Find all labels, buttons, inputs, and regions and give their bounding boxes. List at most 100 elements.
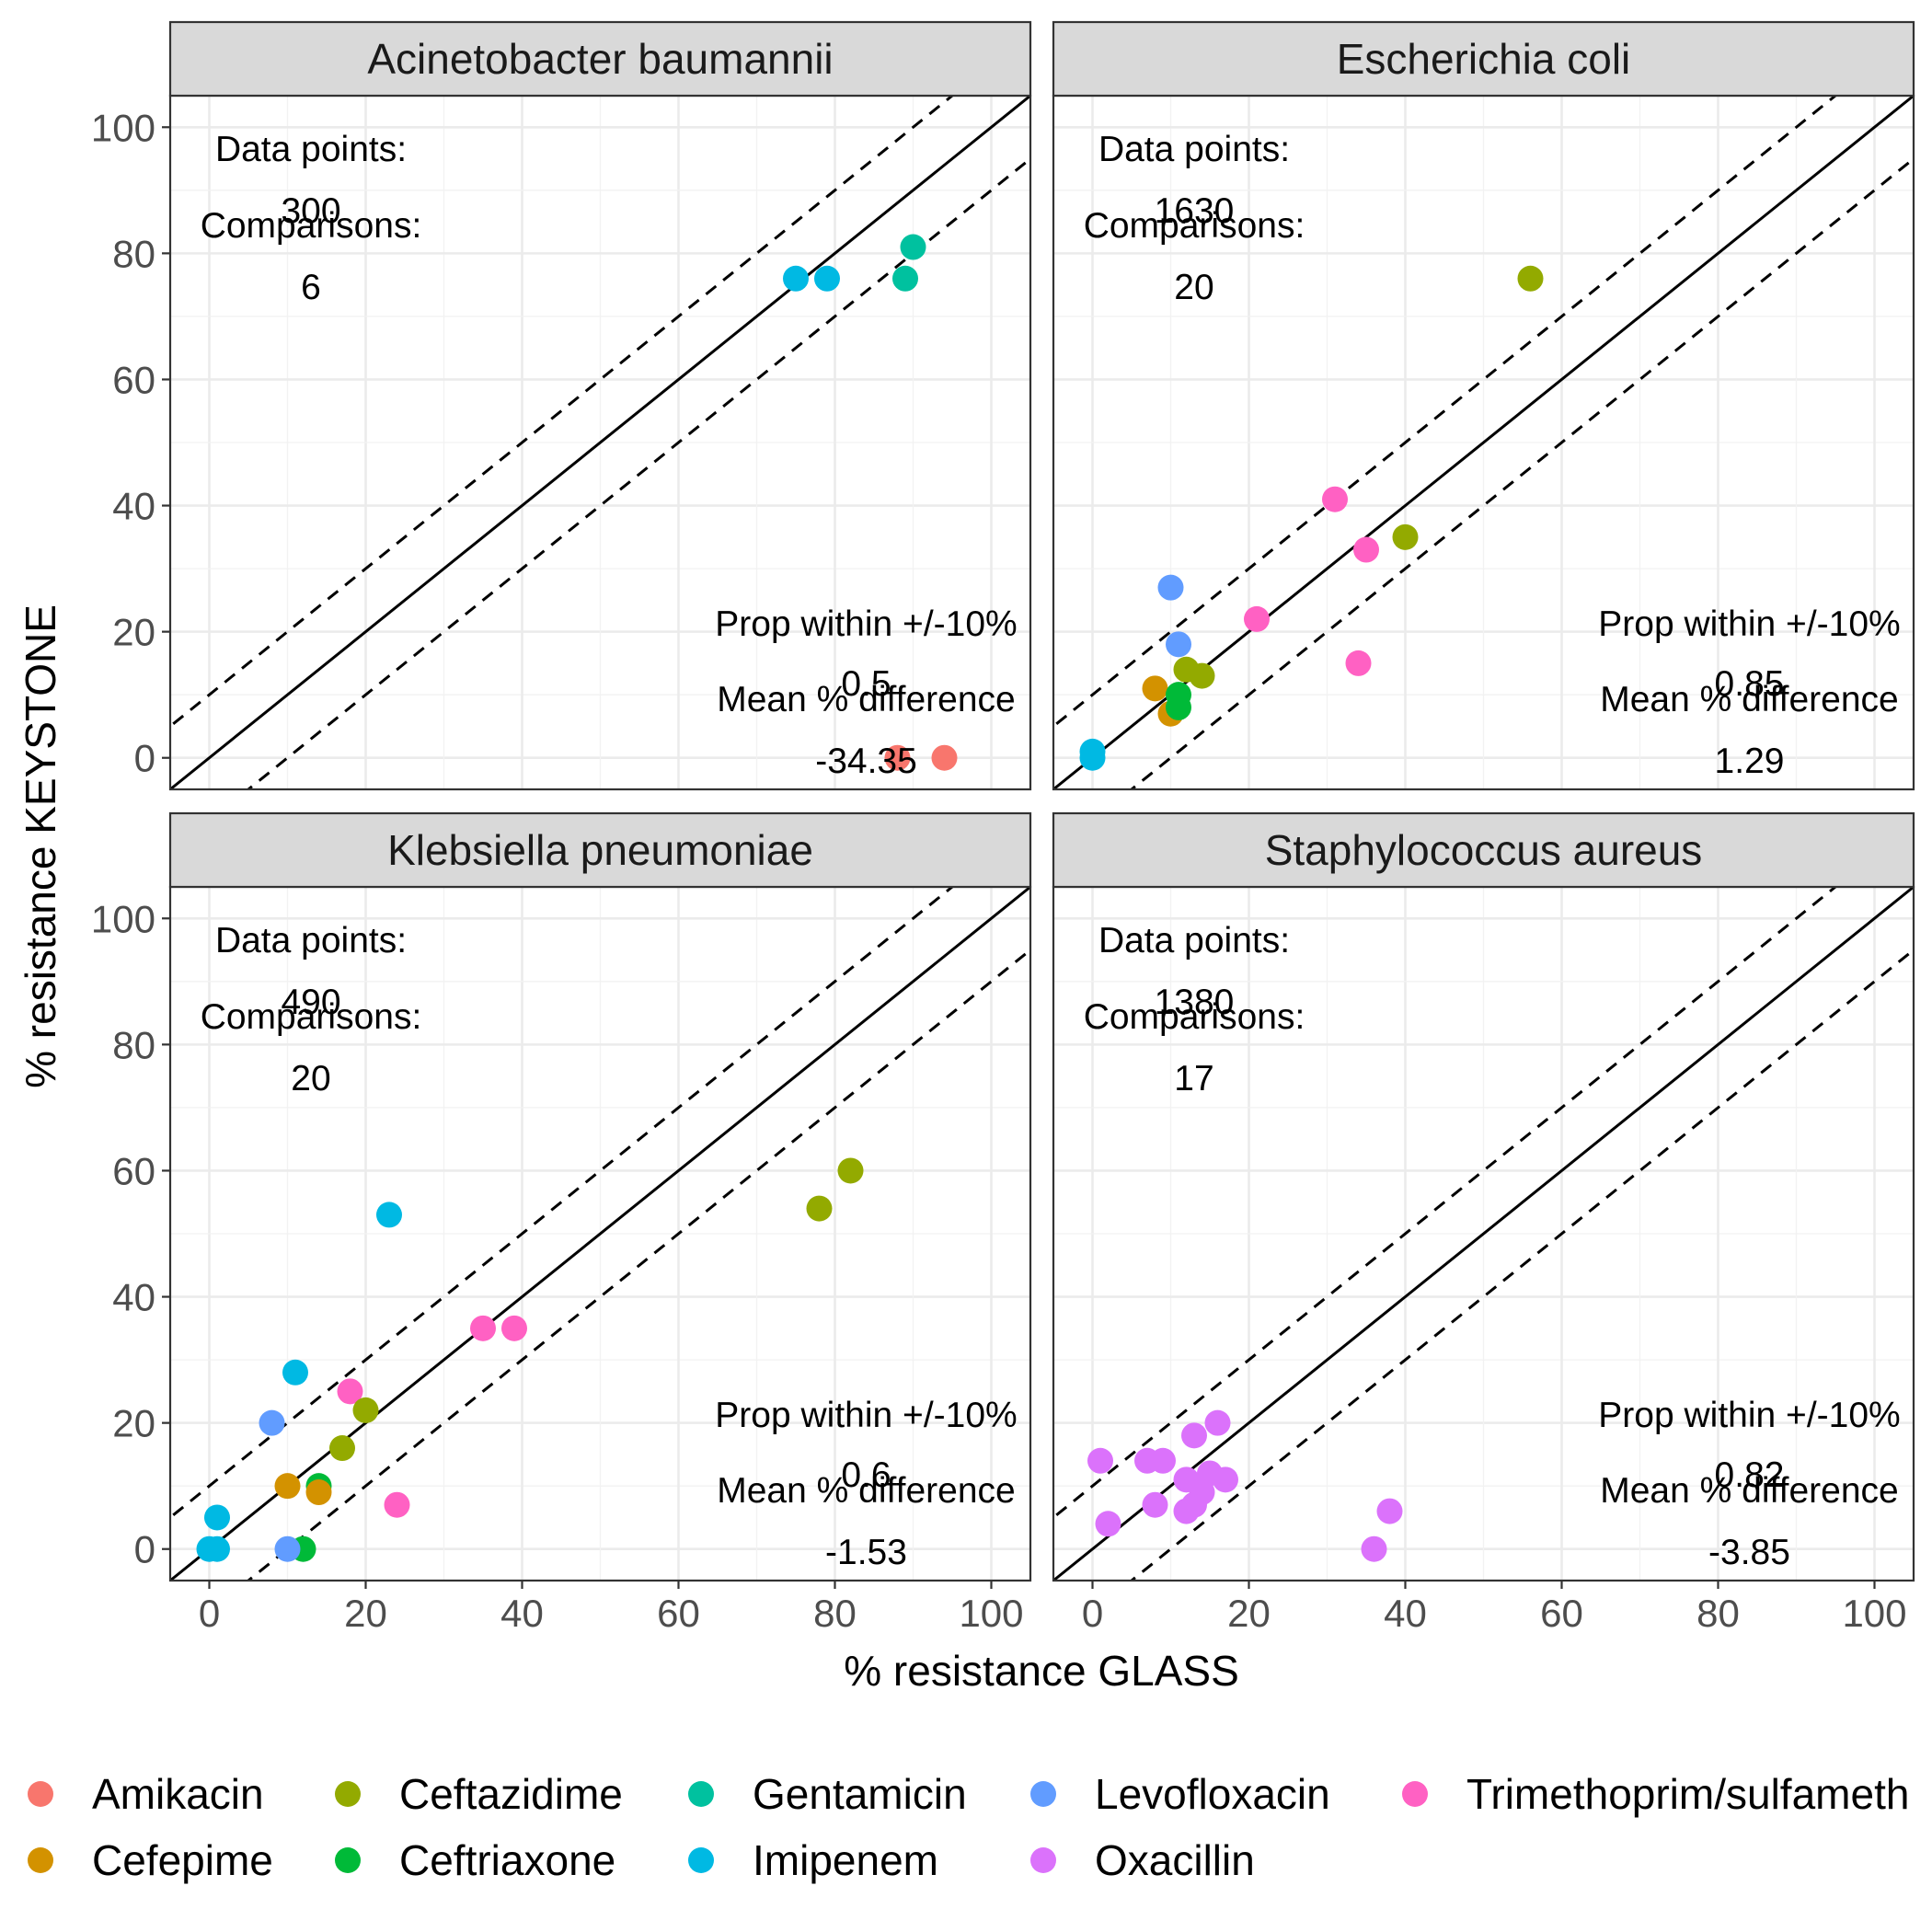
- data-point: [1353, 536, 1379, 563]
- mean-diff-label: Mean % difference: [1600, 680, 1898, 719]
- facet-title: Acinetobacter baumannii: [367, 35, 833, 83]
- data-points: [783, 234, 958, 771]
- comparisons-value: 20: [1174, 268, 1213, 307]
- facet-title: Escherichia coli: [1337, 35, 1631, 83]
- upper-band-line: [1053, 96, 1838, 729]
- comparisons-value: 17: [1174, 1059, 1213, 1098]
- data-point: [1189, 662, 1215, 689]
- y-tick-label: 0: [134, 737, 155, 780]
- x-tick-label: 0: [199, 1592, 220, 1635]
- data-point: [1166, 631, 1191, 658]
- comparisons-value: 6: [301, 268, 321, 307]
- data-point: [1087, 1447, 1113, 1474]
- data-point: [1150, 1447, 1176, 1474]
- comparisons-label: Comparisons:: [201, 206, 422, 246]
- gridlines: [1053, 96, 1914, 789]
- y-tick-label: 60: [112, 358, 155, 401]
- legend-key: [688, 1781, 714, 1807]
- legend-label: Cefepime: [92, 1836, 273, 1884]
- facet-strip: [1052, 811, 1915, 889]
- mean-diff-label: Mean % difference: [1600, 1471, 1898, 1511]
- identity-line: [170, 96, 1030, 789]
- y-tick-label: 60: [112, 1149, 155, 1192]
- legend-item: Levofloxacin: [1030, 1770, 1330, 1818]
- comparisons-label: Comparisons:: [1084, 997, 1305, 1037]
- legend-key: [335, 1781, 361, 1807]
- data-point: [1142, 675, 1168, 702]
- legend-key: [1402, 1781, 1428, 1807]
- mean-diff-value: -3.85: [1708, 1533, 1790, 1572]
- data-point: [1213, 1466, 1238, 1493]
- comparisons-value: 20: [291, 1059, 330, 1098]
- legend-label: Imipenem: [753, 1836, 938, 1884]
- y-tick-label: 20: [112, 1402, 155, 1445]
- x-tick-label: 0: [1082, 1592, 1103, 1635]
- data-point: [900, 234, 926, 260]
- legend-item: Gentamicin: [688, 1770, 967, 1818]
- legend-key: [335, 1847, 361, 1873]
- reference-lines: [170, 96, 1030, 789]
- data-points-value: 1630: [1155, 191, 1235, 231]
- y-tick-label: 100: [91, 106, 155, 149]
- upper-band-line: [1053, 887, 1838, 1520]
- data-point: [806, 1195, 833, 1222]
- data-point: [1142, 1491, 1168, 1518]
- lower-band-line: [246, 948, 1030, 1581]
- legend-item: Trimethoprim/sulfameth: [1402, 1770, 1909, 1818]
- upper-band-line: [170, 96, 955, 729]
- data-point: [352, 1397, 379, 1423]
- data-point: [1392, 523, 1419, 550]
- identity-line: [170, 887, 1030, 1581]
- x-tick-label: 20: [1227, 1592, 1271, 1635]
- y-tick-label: 20: [112, 611, 155, 654]
- legend: Amikacin Cefepime Ceftazidime Ceftriaxone Ge…: [28, 1770, 1909, 1884]
- data-point: [337, 1378, 363, 1405]
- comparisons-label: Comparisons:: [201, 997, 422, 1037]
- legend-key: [688, 1847, 714, 1873]
- data-point: [1376, 1498, 1403, 1524]
- data-points-value: 1380: [1155, 983, 1235, 1022]
- y-tick-label: 80: [112, 1023, 155, 1066]
- mean-diff-value: -1.53: [825, 1533, 907, 1572]
- data-points: [196, 1157, 864, 1562]
- reference-lines: [170, 887, 1030, 1581]
- prop-within-value: 0.5: [841, 664, 891, 704]
- data-point: [1166, 694, 1191, 720]
- legend-item: Cefepime: [28, 1836, 273, 1884]
- mean-diff-label: Mean % difference: [717, 680, 1015, 719]
- data-points-value: 490: [281, 983, 340, 1022]
- data-point: [931, 744, 958, 771]
- data-point: [1322, 486, 1348, 512]
- data-point: [1361, 1535, 1387, 1562]
- data-point: [1095, 1511, 1121, 1537]
- prop-within-value: 0.85: [1715, 664, 1785, 704]
- data-point: [274, 1473, 301, 1500]
- identity-line: [1053, 887, 1914, 1581]
- legend-label: Ceftriaxone: [399, 1836, 615, 1884]
- legend-key: [28, 1781, 53, 1807]
- data-point: [376, 1202, 402, 1228]
- reference-lines: [1053, 96, 1914, 789]
- x-tick-label: 100: [959, 1592, 1023, 1635]
- legend-key: [1030, 1781, 1056, 1807]
- x-tick-label: 80: [1696, 1592, 1740, 1635]
- x-tick-label: 60: [1540, 1592, 1583, 1635]
- legend-label: Oxacillin: [1095, 1836, 1255, 1884]
- legend-item: Ceftriaxone: [335, 1836, 615, 1884]
- data-point: [384, 1491, 410, 1518]
- data-point: [892, 265, 918, 292]
- prop-within-label: Prop within +/-10%: [715, 604, 1017, 644]
- data-point: [1181, 1422, 1207, 1449]
- legend-key: [1030, 1847, 1056, 1873]
- data-point: [470, 1315, 496, 1341]
- prop-within-value: 0.82: [1715, 1455, 1785, 1495]
- lower-band-line: [246, 156, 1030, 789]
- data-point: [274, 1535, 301, 1562]
- data-points: [1087, 1409, 1403, 1562]
- facet-strip: [1052, 20, 1915, 98]
